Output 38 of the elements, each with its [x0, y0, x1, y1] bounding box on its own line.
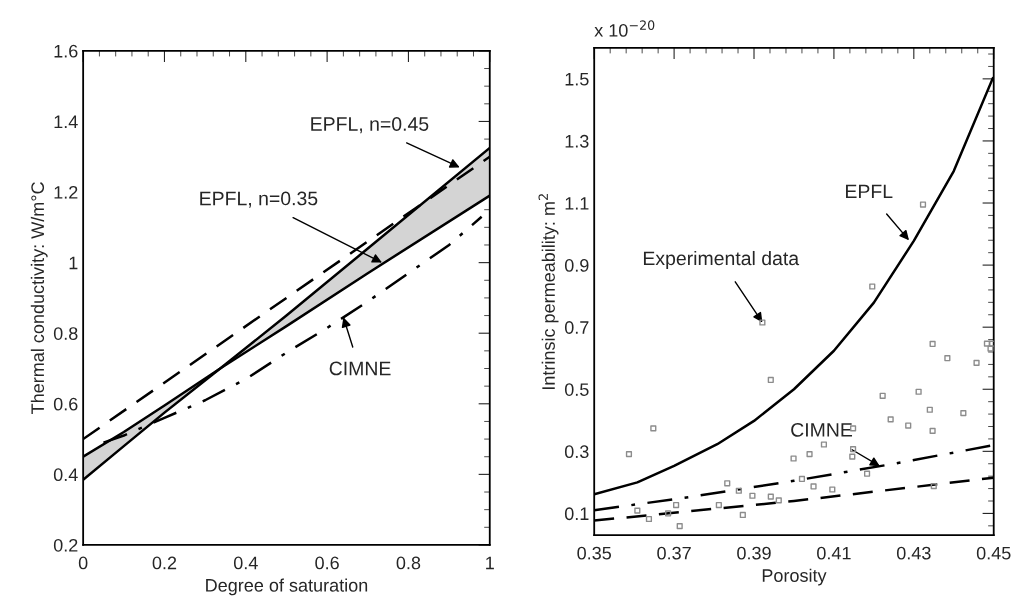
y-tick-label: 1.6 — [54, 44, 78, 58]
y-tick-label: 0.7 — [564, 321, 589, 334]
y-tick-label: 0.4 — [53, 468, 78, 482]
y-axis-title: Thermal conductivity: W/m°C — [30, 182, 48, 414]
y-tick-label: 0.1 — [564, 507, 589, 521]
y-tick-label: 1.4 — [54, 115, 78, 128]
y-tick-label: 1.5 — [565, 72, 589, 86]
x-axis-title: Porosity — [762, 568, 827, 586]
x-tick-label: 0.43 — [896, 546, 931, 560]
annotation: CIMNE — [791, 422, 853, 437]
y-tick-label: 0.6 — [53, 397, 78, 411]
annotation: EPFL — [846, 184, 893, 199]
y-tick-label: 1.1 — [565, 197, 589, 210]
y-tick-label: 0.3 — [564, 445, 589, 459]
y-axis-title: Intrinsic permeability: m$^{2}$ — [538, 194, 559, 390]
x-tick-label: 0.41 — [817, 546, 851, 560]
x-tick-label: 0.45 — [976, 546, 1011, 560]
x-tick-label: 0.39 — [737, 546, 771, 560]
annotation: Experimental data — [643, 250, 800, 270]
x-tick-label: 0 — [78, 556, 88, 570]
x-axis-title: Degree of saturation — [206, 578, 368, 596]
annotation: EPFL, n=0.45 — [311, 117, 429, 134]
annotation: CIMNE — [329, 361, 391, 376]
y-tick-label: 1.2 — [54, 185, 78, 199]
x-tick-label: 0.35 — [577, 546, 612, 560]
y-tick-label: 0.8 — [53, 327, 78, 340]
y-tick-label: 1.3 — [565, 134, 589, 148]
text: x 10$^{−20}$ — [594, 20, 655, 37]
x-tick-label: 0.37 — [657, 546, 691, 560]
annotation: EPFL, n=0.35 — [200, 191, 318, 208]
x-tick-label: 1 — [486, 556, 494, 570]
x-tick-label: 0.6 — [315, 556, 339, 570]
x-tick-label: 0.8 — [396, 556, 421, 570]
y-tick-label: 1 — [69, 256, 78, 270]
x-tick-label: 0.4 — [233, 556, 258, 570]
x-tick-label: 0.2 — [152, 556, 177, 570]
y-tick-label: 0.5 — [564, 383, 589, 396]
y-tick-label: 0.9 — [564, 259, 589, 272]
